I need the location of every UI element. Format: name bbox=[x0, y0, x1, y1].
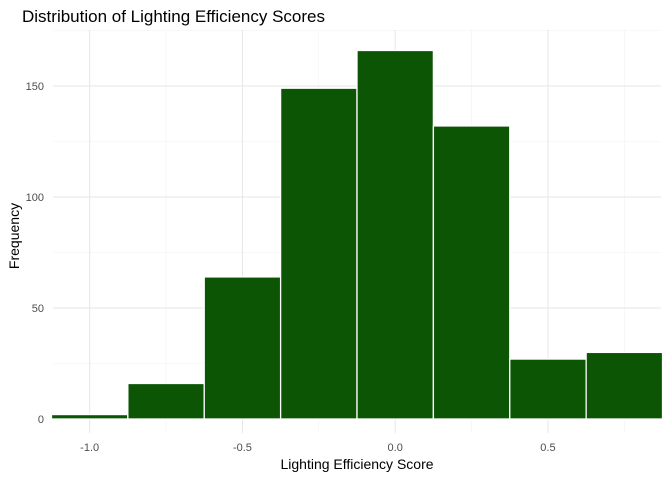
x-tick-label: 0.0 bbox=[388, 442, 403, 454]
histogram-bar bbox=[50, 413, 129, 420]
chart-title: Distribution of Lighting Efficiency Scor… bbox=[22, 7, 325, 26]
histogram-bar bbox=[585, 351, 664, 420]
x-axis-title: Lighting Efficiency Score bbox=[280, 456, 433, 472]
bar-layer bbox=[50, 49, 664, 420]
x-tick-label: -1.0 bbox=[80, 442, 99, 454]
tick-layer: -1.0 -0.5 0.0 0.5 0 50 100 150 bbox=[26, 81, 556, 454]
y-tick-label: 0 bbox=[38, 414, 44, 426]
x-tick-label: -0.5 bbox=[233, 442, 252, 454]
histogram-bar bbox=[509, 358, 587, 420]
y-tick-label: 50 bbox=[32, 303, 44, 315]
histogram-bar bbox=[356, 49, 435, 420]
y-tick-label: 100 bbox=[26, 192, 44, 204]
histogram-bar bbox=[203, 276, 282, 420]
histogram-bar bbox=[432, 125, 511, 420]
y-axis-title: Frequency bbox=[6, 203, 22, 269]
x-tick-label: 0.5 bbox=[540, 442, 555, 454]
y-tick-label: 150 bbox=[26, 81, 44, 93]
histogram-bar bbox=[127, 382, 205, 420]
histogram-bar bbox=[279, 87, 358, 420]
